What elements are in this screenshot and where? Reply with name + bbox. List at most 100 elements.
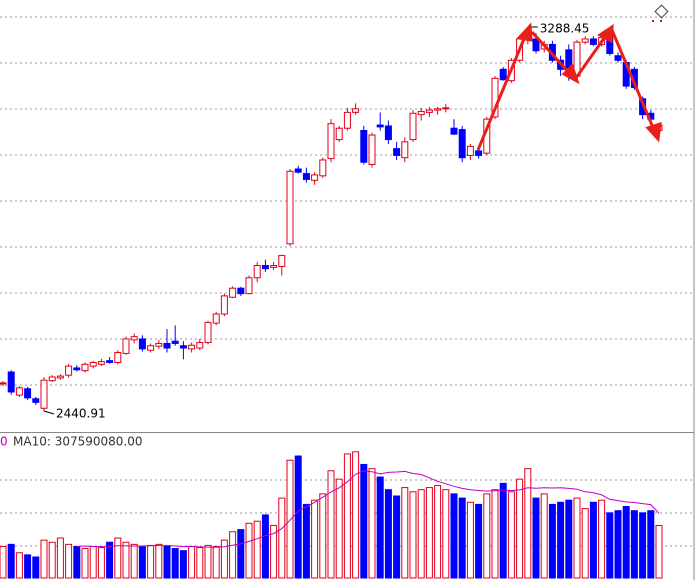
volume-bar bbox=[220, 539, 228, 579]
candle-body bbox=[589, 38, 597, 45]
volume-bar bbox=[335, 478, 343, 579]
annotation: 3288.45 bbox=[540, 21, 590, 35]
candle-body bbox=[393, 148, 401, 156]
candle-body bbox=[229, 287, 237, 298]
marks: 3288.45 2440.91 bbox=[0, 21, 663, 579]
volume-bar bbox=[7, 543, 15, 579]
candle-body bbox=[327, 123, 335, 160]
candle-body bbox=[278, 255, 286, 267]
candle-body bbox=[401, 141, 409, 159]
volume-bar bbox=[212, 545, 220, 579]
candle-body bbox=[614, 55, 622, 61]
candle-body bbox=[335, 127, 343, 141]
volume-bar bbox=[311, 499, 319, 579]
arrow bbox=[610, 29, 656, 131]
candle-body bbox=[179, 345, 187, 349]
volume-bar bbox=[491, 489, 499, 579]
volume-bar bbox=[352, 451, 360, 579]
candle-body bbox=[581, 38, 589, 43]
volume-bar bbox=[32, 556, 40, 579]
candle-body bbox=[270, 265, 278, 268]
volume-bar bbox=[442, 489, 450, 579]
volume-bar bbox=[565, 499, 573, 579]
candle-body bbox=[188, 344, 196, 350]
annotation: 2440.91 bbox=[56, 407, 106, 421]
volume-bar bbox=[639, 512, 647, 579]
toolbar-icon[interactable] bbox=[652, 4, 669, 22]
candle-body bbox=[360, 129, 368, 163]
volume-bar bbox=[73, 545, 81, 579]
candle-body bbox=[0, 382, 7, 385]
volume-bar bbox=[417, 489, 425, 579]
volume-bar bbox=[466, 501, 474, 579]
candle-body bbox=[147, 345, 155, 351]
candle-body bbox=[32, 398, 40, 403]
volume-bar bbox=[163, 545, 171, 579]
volume-bar bbox=[524, 468, 532, 579]
volume-bar bbox=[499, 482, 507, 579]
volume-bar bbox=[598, 499, 606, 579]
volume-bar bbox=[97, 547, 105, 579]
volume-bar bbox=[450, 493, 458, 579]
dot bbox=[660, 20, 662, 22]
volume-bar bbox=[302, 503, 310, 579]
candle-body bbox=[245, 277, 253, 295]
candle-body bbox=[220, 295, 228, 315]
volume-bar bbox=[319, 493, 327, 579]
candle-body bbox=[286, 170, 294, 245]
volume-bar bbox=[393, 495, 401, 579]
volume-bar bbox=[614, 510, 622, 579]
volume-bar bbox=[327, 470, 335, 579]
volume-bar bbox=[360, 463, 368, 579]
volume-bar bbox=[237, 529, 245, 579]
volume-bar bbox=[376, 476, 384, 579]
volume-bar bbox=[655, 524, 663, 579]
volume-bar bbox=[196, 547, 204, 579]
arrow-head bbox=[645, 121, 662, 143]
volume-bar bbox=[278, 497, 286, 579]
arrow bbox=[530, 30, 574, 78]
volume-bar bbox=[548, 503, 556, 579]
candle-body bbox=[48, 376, 56, 382]
volume-bar bbox=[483, 493, 491, 579]
volume-bar bbox=[48, 541, 56, 579]
candle-body bbox=[302, 173, 310, 180]
volume-bar bbox=[106, 541, 114, 579]
candle-body bbox=[491, 77, 499, 118]
volume-bar bbox=[557, 501, 565, 579]
candle-body bbox=[24, 388, 32, 399]
volume-bar bbox=[253, 520, 261, 579]
volume-bar bbox=[343, 453, 351, 579]
candle-body bbox=[196, 342, 204, 349]
candle-body bbox=[499, 68, 507, 81]
trend-arrows bbox=[476, 22, 662, 151]
candle-body bbox=[261, 265, 269, 270]
volume-bar bbox=[130, 543, 138, 579]
candle-body bbox=[40, 379, 48, 409]
volume-bar bbox=[384, 489, 392, 579]
volume-bar bbox=[475, 503, 483, 579]
volume-bar bbox=[647, 510, 655, 579]
candle-body bbox=[89, 361, 97, 367]
candle-body bbox=[114, 352, 122, 363]
volume-bar bbox=[294, 455, 302, 579]
volume-bar bbox=[56, 537, 64, 579]
candle-body bbox=[122, 338, 130, 354]
volume-bar bbox=[630, 510, 638, 579]
volume-bar bbox=[179, 550, 187, 579]
volume-bar bbox=[434, 484, 442, 579]
candle-body bbox=[466, 145, 474, 156]
annotation-leader bbox=[43, 410, 55, 415]
dot bbox=[652, 20, 654, 22]
candle-body bbox=[319, 159, 327, 177]
candle-body bbox=[155, 342, 163, 347]
diamond-icon[interactable] bbox=[654, 4, 669, 19]
volume-bar bbox=[188, 545, 196, 579]
ma10-line bbox=[76, 470, 660, 548]
candle-body bbox=[253, 265, 261, 279]
arrow-head bbox=[561, 63, 580, 85]
candle-body bbox=[106, 360, 114, 363]
candle-body bbox=[409, 112, 417, 141]
volume-bar bbox=[114, 537, 122, 579]
candle-body bbox=[425, 109, 433, 113]
